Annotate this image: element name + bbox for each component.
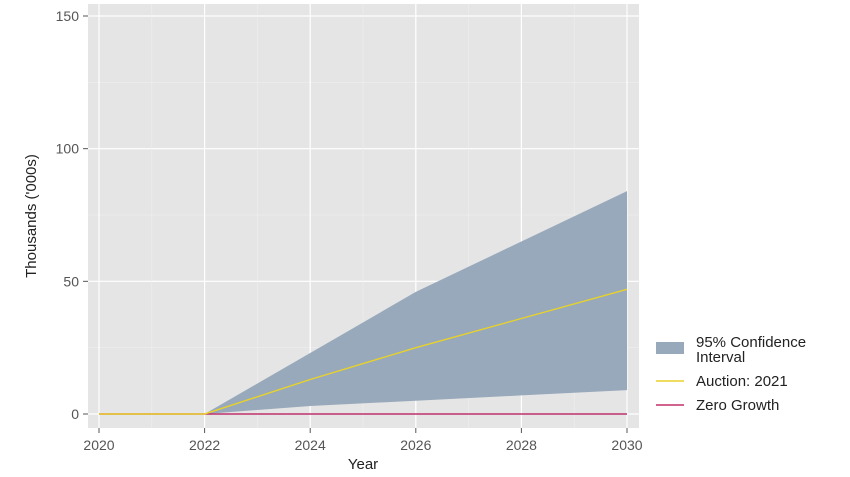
y-tick-label: 50 — [63, 273, 79, 289]
x-axis-title: Year — [348, 456, 378, 473]
y-tick-label: 0 — [71, 406, 79, 422]
legend-label-confidence-band-line2: Interval — [696, 349, 745, 366]
x-tick-label: 2030 — [611, 437, 642, 453]
legend: 95% Confidence Interval Auction: 2021 Ze… — [656, 334, 806, 414]
x-tick-label: 2026 — [400, 437, 431, 453]
legend-key-confidence-band — [656, 342, 684, 354]
x-tick-label: 2024 — [295, 437, 326, 453]
legend-label-auction-2021: Auction: 2021 — [696, 373, 788, 390]
x-tick-label: 2020 — [83, 437, 114, 453]
legend-label-zero-growth: Zero Growth — [696, 397, 779, 414]
axes: 0 50 100 150 2020 2022 2024 2026 2028 2030 — [56, 8, 643, 453]
y-tick-label: 150 — [56, 8, 80, 24]
x-tick-label: 2028 — [506, 437, 537, 453]
y-axis-title: Thousands ('000s) — [23, 154, 40, 278]
legend-label-confidence-band-line1: 95% Confidence — [696, 334, 806, 351]
x-tick-label: 2022 — [189, 437, 220, 453]
gridlines — [88, 4, 639, 428]
confidence-band — [204, 191, 627, 414]
y-tick-label: 100 — [56, 141, 80, 157]
auction-2021-line — [99, 288, 628, 415]
